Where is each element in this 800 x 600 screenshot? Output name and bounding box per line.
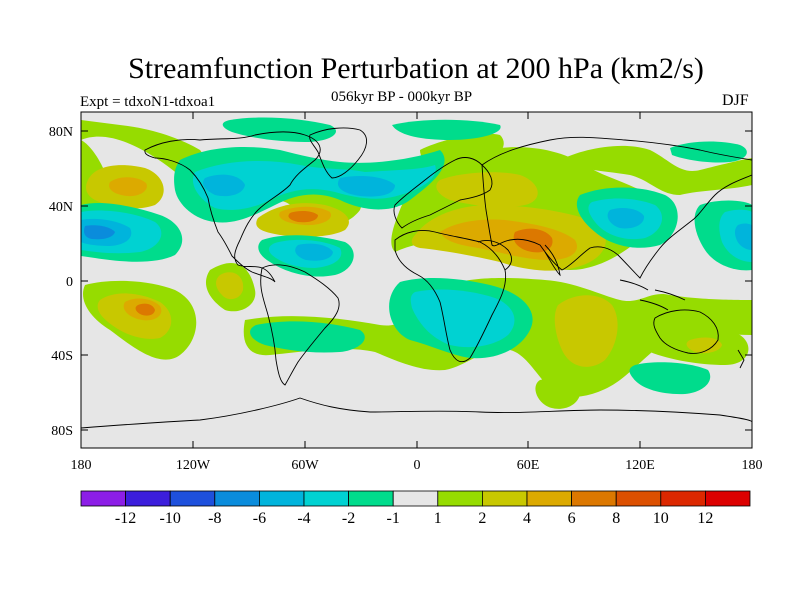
colorbar-label: 12 [697, 510, 713, 527]
contour-region [686, 337, 722, 354]
coastline-south-america [260, 264, 340, 386]
contour-region [83, 225, 115, 240]
contour-region [607, 208, 645, 229]
lon-label-120e: 120E [625, 458, 655, 473]
lat-label-40n: 40N [49, 200, 73, 215]
lon-label-180e: 180 [742, 458, 763, 473]
colorbar-label: 6 [568, 510, 576, 527]
lat-label-80s: 80S [51, 424, 73, 439]
colorbar-swatch [615, 490, 662, 507]
colorbar-swatch [660, 490, 706, 507]
lat-label-40s: 40S [51, 349, 73, 364]
contour-region [288, 210, 318, 223]
coastline-new-zealand [737, 349, 745, 369]
contour-region [554, 295, 618, 367]
colorbar-label: 2 [478, 510, 486, 527]
coastline-africa [394, 229, 507, 363]
lon-label-60e: 60E [517, 458, 540, 473]
colorbar: -12 -10 -8 -6 -4 -2 -1 1 2 4 6 8 10 12 [80, 490, 751, 527]
lon-labels: 180 120W 60W 0 60E 120E 180 [71, 458, 763, 473]
coastline-india [544, 244, 561, 277]
contour-region [392, 119, 501, 140]
contour-level-neg2 [81, 160, 752, 348]
colorbar-swatch [437, 490, 483, 507]
coastline-arabia [477, 239, 512, 271]
contour-region [295, 243, 333, 261]
contour-region [410, 289, 515, 348]
coastline-australia [653, 309, 719, 354]
lat-label-0: 0 [66, 275, 73, 290]
contour-level-neg6 [83, 225, 115, 240]
lon-ticks [192, 112, 641, 448]
contour-region [560, 145, 752, 195]
plot-subtitle: 056kyr BP - 000kyr BP [331, 89, 473, 105]
colorbar-label: 4 [523, 510, 531, 527]
colorbar-swatch [348, 490, 394, 507]
contour-region [109, 177, 147, 197]
contour-region [203, 174, 245, 197]
colorbar-label: -2 [342, 510, 355, 527]
contour-region [436, 172, 538, 208]
coastline-north-america [144, 131, 321, 283]
colorbar-label: -8 [208, 510, 221, 527]
lon-label-180w: 180 [71, 458, 92, 473]
contour-level-4 [135, 210, 553, 316]
map-field [81, 112, 752, 448]
lon-label-120w: 120W [176, 458, 211, 473]
colorbar-swatch [125, 490, 171, 507]
coastlines [81, 127, 752, 429]
colorbar-swatch [705, 490, 751, 507]
lon-label-0: 0 [414, 458, 421, 473]
plot-title: Streamfunction Perturbation at 200 hPa (… [128, 52, 704, 85]
contour-region [734, 223, 752, 250]
contour-region [250, 321, 365, 353]
lat-label-80n: 80N [49, 125, 73, 140]
colorbar-label: 8 [612, 510, 620, 527]
colorbar-label: -10 [160, 510, 181, 527]
colorbar-label: 1 [434, 510, 442, 527]
season-label: DJF [722, 92, 749, 109]
colorbar-swatch [169, 490, 216, 507]
contour-region [535, 378, 580, 409]
contour-region [135, 303, 155, 316]
colorbar-swatch [526, 490, 572, 507]
colorbar-label: -6 [253, 510, 266, 527]
contour-region [513, 228, 553, 253]
colorbar-swatch [80, 490, 126, 507]
lat-labels: 80N 40N 0 40S 80S [49, 125, 73, 439]
contour-region [629, 362, 711, 395]
colorbar-label: -12 [115, 510, 136, 527]
colorbar-swatch [303, 490, 349, 507]
coastline-greenland [309, 127, 367, 179]
contour-region [216, 272, 244, 300]
lon-label-60w: 60W [291, 458, 319, 473]
contour-region [192, 160, 436, 210]
coastline-maritime-continent [619, 279, 686, 311]
colorbar-swatch [258, 490, 305, 507]
colorbar-label: 10 [653, 510, 669, 527]
colorbar-label: -4 [297, 510, 310, 527]
colorbar-label: -1 [387, 510, 400, 527]
experiment-label: Expt = tdxoN1-tdxoa1 [80, 94, 216, 110]
contour-region [337, 176, 395, 197]
coastline-europe [393, 157, 493, 229]
colorbar-swatch [571, 490, 617, 507]
colorbar-swatch [392, 490, 439, 507]
coastline-antarctica [81, 397, 752, 429]
colorbar-swatch [214, 490, 260, 507]
coastline-asia [481, 136, 752, 279]
lat-ticks [81, 130, 752, 431]
contour-region [81, 120, 362, 226]
colorbar-swatch [481, 490, 528, 507]
